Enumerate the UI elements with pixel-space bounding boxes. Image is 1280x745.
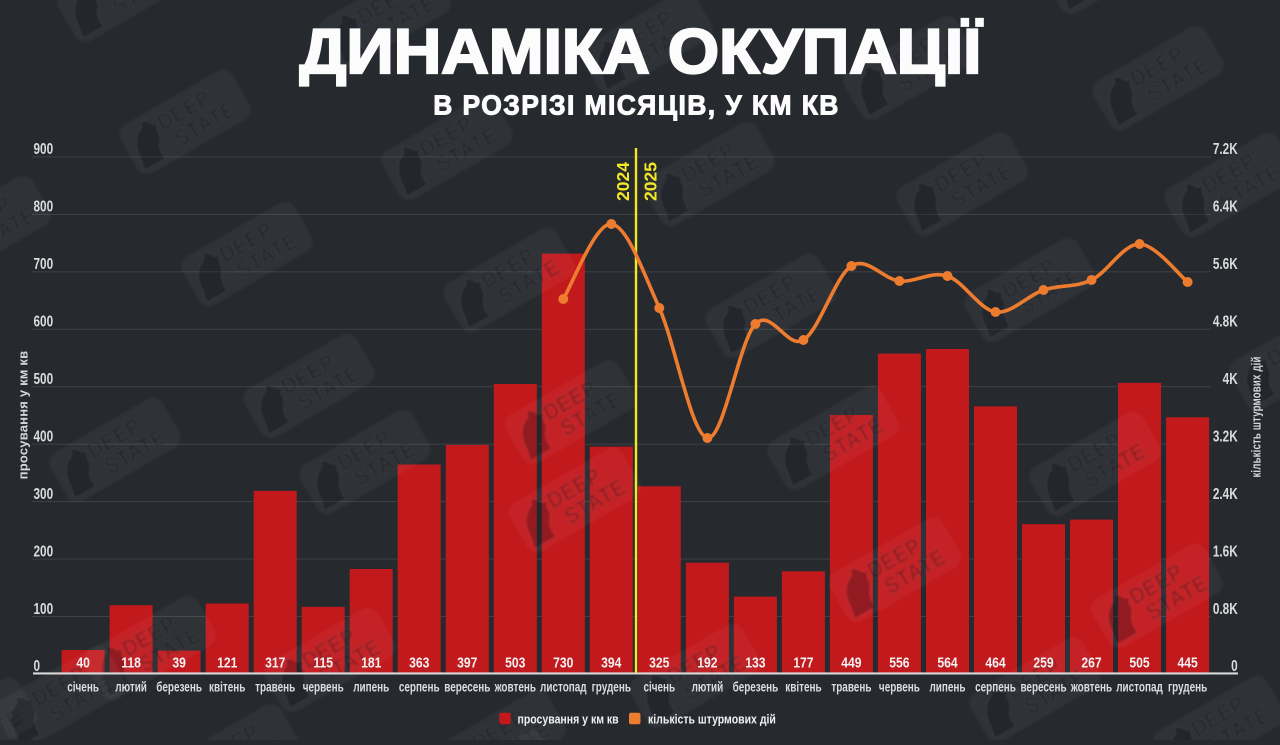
svg-text:397: 397 [457, 654, 478, 671]
svg-text:564: 564 [937, 654, 958, 671]
svg-text:700: 700 [34, 255, 54, 272]
svg-text:4K: 4K [1223, 370, 1238, 387]
svg-text:червень: червень [303, 679, 344, 695]
svg-text:118: 118 [121, 654, 141, 671]
svg-text:900: 900 [34, 141, 54, 158]
svg-text:503: 503 [505, 654, 526, 671]
svg-text:кількість штурмових дій: кількість штурмових дій [648, 711, 776, 726]
svg-text:121: 121 [217, 654, 238, 671]
svg-text:192: 192 [697, 654, 718, 671]
svg-text:115: 115 [313, 654, 333, 671]
svg-text:4.8K: 4.8K [1213, 313, 1238, 330]
svg-text:0: 0 [1231, 658, 1238, 675]
svg-text:липень: липень [353, 679, 389, 695]
svg-text:2024: 2024 [613, 162, 633, 201]
svg-text:505: 505 [1129, 654, 1150, 671]
svg-text:800: 800 [34, 198, 54, 215]
svg-text:267: 267 [1081, 654, 1102, 671]
svg-text:449: 449 [841, 654, 862, 671]
svg-text:363: 363 [409, 654, 430, 671]
svg-text:серпень: серпень [399, 679, 440, 695]
svg-text:В РОЗРІЗІ МІСЯЦІВ, У КМ КВ: В РОЗРІЗІ МІСЯЦІВ, У КМ КВ [433, 89, 840, 121]
svg-text:просування у км кв: просування у км кв [518, 711, 619, 726]
svg-text:червень: червень [879, 679, 920, 695]
svg-text:5.6K: 5.6K [1213, 255, 1238, 272]
svg-text:100: 100 [34, 600, 54, 617]
svg-text:грудень: грудень [1168, 679, 1207, 695]
svg-text:просування у км кв: просування у км кв [15, 351, 30, 480]
svg-text:грудень: грудень [592, 679, 631, 695]
svg-text:лютий: лютий [692, 679, 724, 695]
svg-text:липень: липень [929, 679, 965, 695]
svg-text:жовтень: жовтень [494, 679, 536, 695]
svg-text:вересень: вересень [444, 679, 490, 695]
svg-text:серпень: серпень [975, 679, 1016, 695]
svg-text:600: 600 [34, 313, 54, 330]
svg-text:556: 556 [889, 654, 910, 671]
svg-text:133: 133 [745, 654, 766, 671]
svg-text:39: 39 [172, 654, 186, 671]
svg-text:500: 500 [34, 370, 54, 387]
svg-text:300: 300 [34, 485, 54, 502]
svg-text:вересень: вересень [1020, 679, 1066, 695]
svg-text:2.4K: 2.4K [1213, 485, 1238, 502]
svg-text:730: 730 [553, 654, 574, 671]
svg-text:листопад: листопад [1116, 679, 1163, 695]
svg-text:177: 177 [793, 654, 814, 671]
svg-text:жовтень: жовтень [1070, 679, 1112, 695]
svg-text:квітень: квітень [209, 679, 245, 695]
svg-text:січень: січень [643, 679, 675, 695]
svg-text:лютий: лютий [115, 679, 147, 695]
svg-text:травень: травень [255, 679, 295, 695]
svg-text:березень: березень [733, 679, 779, 695]
svg-text:394: 394 [601, 654, 622, 671]
svg-text:кількість штурмових дій: кількість штурмових дій [1250, 356, 1264, 477]
svg-text:317: 317 [265, 654, 286, 671]
svg-text:259: 259 [1033, 654, 1054, 671]
svg-text:січень: січень [67, 679, 99, 695]
svg-text:1.6K: 1.6K [1213, 543, 1238, 560]
svg-text:квітень: квітень [785, 679, 821, 695]
svg-text:ДИНАМІКА ОКУПАЦІЇ: ДИНАМІКА ОКУПАЦІЇ [300, 16, 984, 86]
svg-text:400: 400 [34, 428, 54, 445]
svg-text:0.8K: 0.8K [1213, 600, 1238, 617]
svg-text:6.4K: 6.4K [1213, 198, 1238, 215]
svg-text:181: 181 [361, 654, 382, 671]
svg-text:травень: травень [831, 679, 871, 695]
svg-text:445: 445 [1177, 654, 1198, 671]
svg-text:200: 200 [34, 543, 54, 560]
svg-text:3.2K: 3.2K [1213, 428, 1238, 445]
svg-text:40: 40 [76, 654, 90, 671]
svg-text:464: 464 [985, 654, 1006, 671]
svg-text:325: 325 [649, 654, 670, 671]
svg-text:2025: 2025 [641, 162, 661, 201]
svg-text:березень: березень [156, 679, 202, 695]
svg-text:листопад: листопад [540, 679, 587, 695]
svg-text:7.2K: 7.2K [1213, 141, 1238, 158]
svg-text:0: 0 [34, 658, 41, 675]
